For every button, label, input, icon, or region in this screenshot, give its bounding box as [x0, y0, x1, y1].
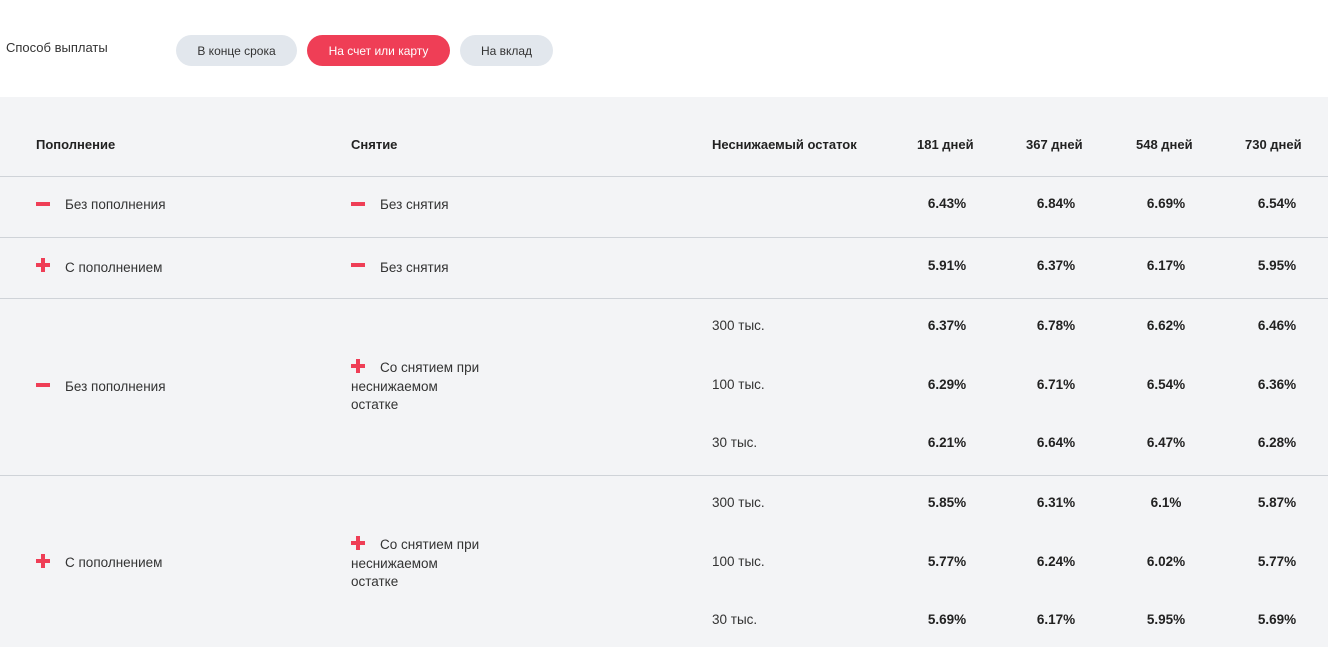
payout-label: Способ выплаты: [6, 40, 108, 55]
rate-cell: 6.1%: [1150, 495, 1182, 510]
rates-table: Пополнение Снятие Неснижаемый остаток 18…: [0, 97, 1328, 647]
rate-cell: 6.37%: [1036, 258, 1076, 273]
deposit-label: С пополнением: [65, 260, 163, 275]
withdraw-label: Без снятия: [380, 260, 449, 275]
table-row: Без пополнения Со снятием при неснижаемо…: [0, 299, 1328, 476]
rate-cell: 5.77%: [927, 554, 967, 569]
rate-cell: 6.69%: [1146, 196, 1186, 211]
rate-cell: 6.71%: [1036, 377, 1076, 392]
payout-section: Способ выплаты В конце срока На счет или…: [0, 0, 1328, 97]
minus-icon: [36, 378, 50, 392]
header-term-730: 730 дней: [1245, 137, 1302, 152]
deposit-label: Без пополнения: [65, 379, 166, 394]
payout-option-to-deposit[interactable]: На вклад: [460, 35, 553, 66]
rate-cell: 6.84%: [1036, 196, 1076, 211]
header-min-balance: Неснижаемый остаток: [712, 137, 857, 152]
rate-cell: 6.64%: [1036, 435, 1076, 450]
header-term-181: 181 дней: [917, 137, 974, 152]
min-balance-value: 100 тыс.: [712, 554, 765, 569]
plus-icon: [351, 359, 365, 373]
rate-cell: 6.36%: [1257, 377, 1297, 392]
plus-icon: [351, 536, 365, 550]
rate-cell: 5.91%: [927, 258, 967, 273]
withdraw-label-line-1: Со снятием при: [380, 360, 480, 375]
rate-cell: 5.69%: [1257, 612, 1297, 627]
payout-option-account-or-card[interactable]: На счет или карту: [307, 35, 450, 66]
withdraw-label-line-2: неснижаемом: [351, 556, 438, 571]
plus-icon: [36, 554, 50, 568]
table-header: Пополнение Снятие Неснижаемый остаток 18…: [0, 97, 1328, 177]
header-term-548: 548 дней: [1136, 137, 1193, 152]
rate-cell: 5.95%: [1257, 258, 1297, 273]
rate-cell: 6.43%: [927, 196, 967, 211]
min-balance-value: 30 тыс.: [712, 435, 758, 450]
rate-cell: 5.95%: [1146, 612, 1186, 627]
rate-cell: 6.78%: [1036, 318, 1076, 333]
payout-option-end-of-term[interactable]: В конце срока: [176, 35, 297, 66]
rate-cell: 6.46%: [1257, 318, 1297, 333]
header-deposit: Пополнение: [36, 137, 116, 152]
rate-cell: 5.77%: [1257, 554, 1297, 569]
table-row: Без пополнения Без снятия 6.43% 6.84% 6.…: [0, 177, 1328, 238]
rate-cell: 6.02%: [1146, 554, 1186, 569]
rate-cell: 6.17%: [1146, 258, 1186, 273]
rate-cell: 6.31%: [1036, 495, 1076, 510]
withdraw-label-line-1: Со снятием при: [380, 537, 480, 552]
table-row: С пополнением Без снятия 5.91% 6.37% 6.1…: [0, 238, 1328, 299]
rate-cell: 6.47%: [1146, 435, 1186, 450]
withdraw-label: Без снятия: [380, 197, 449, 212]
table-row: С пополнением Со снятием при неснижаемом…: [0, 476, 1328, 647]
minus-icon: [351, 197, 365, 211]
withdraw-label-line-3: остатке: [351, 397, 399, 412]
header-term-367: 367 дней: [1026, 137, 1083, 152]
min-balance-value: 100 тыс.: [712, 377, 765, 392]
rate-cell: 6.54%: [1257, 196, 1297, 211]
deposit-label: Без пополнения: [65, 197, 166, 212]
min-balance-value: 300 тыс.: [712, 318, 765, 333]
rate-cell: 6.54%: [1146, 377, 1186, 392]
rate-cell: 5.69%: [927, 612, 967, 627]
minus-icon: [351, 258, 365, 272]
plus-icon: [36, 258, 50, 272]
rate-cell: 5.87%: [1257, 495, 1297, 510]
rate-cell: 6.62%: [1146, 318, 1186, 333]
rate-cell: 6.21%: [927, 435, 967, 450]
min-balance-value: 30 тыс.: [712, 612, 758, 627]
deposit-label: С пополнением: [65, 555, 163, 570]
rate-cell: 6.37%: [927, 318, 967, 333]
withdraw-label-line-3: остатке: [351, 574, 399, 589]
header-withdraw: Снятие: [351, 137, 398, 152]
withdraw-label-line-2: неснижаемом: [351, 379, 438, 394]
rate-cell: 6.29%: [927, 377, 967, 392]
rate-cell: 5.85%: [927, 495, 967, 510]
rate-cell: 6.24%: [1036, 554, 1076, 569]
rate-cell: 6.28%: [1257, 435, 1297, 450]
rate-cell: 6.17%: [1036, 612, 1076, 627]
min-balance-value: 300 тыс.: [712, 495, 765, 510]
minus-icon: [36, 197, 50, 211]
